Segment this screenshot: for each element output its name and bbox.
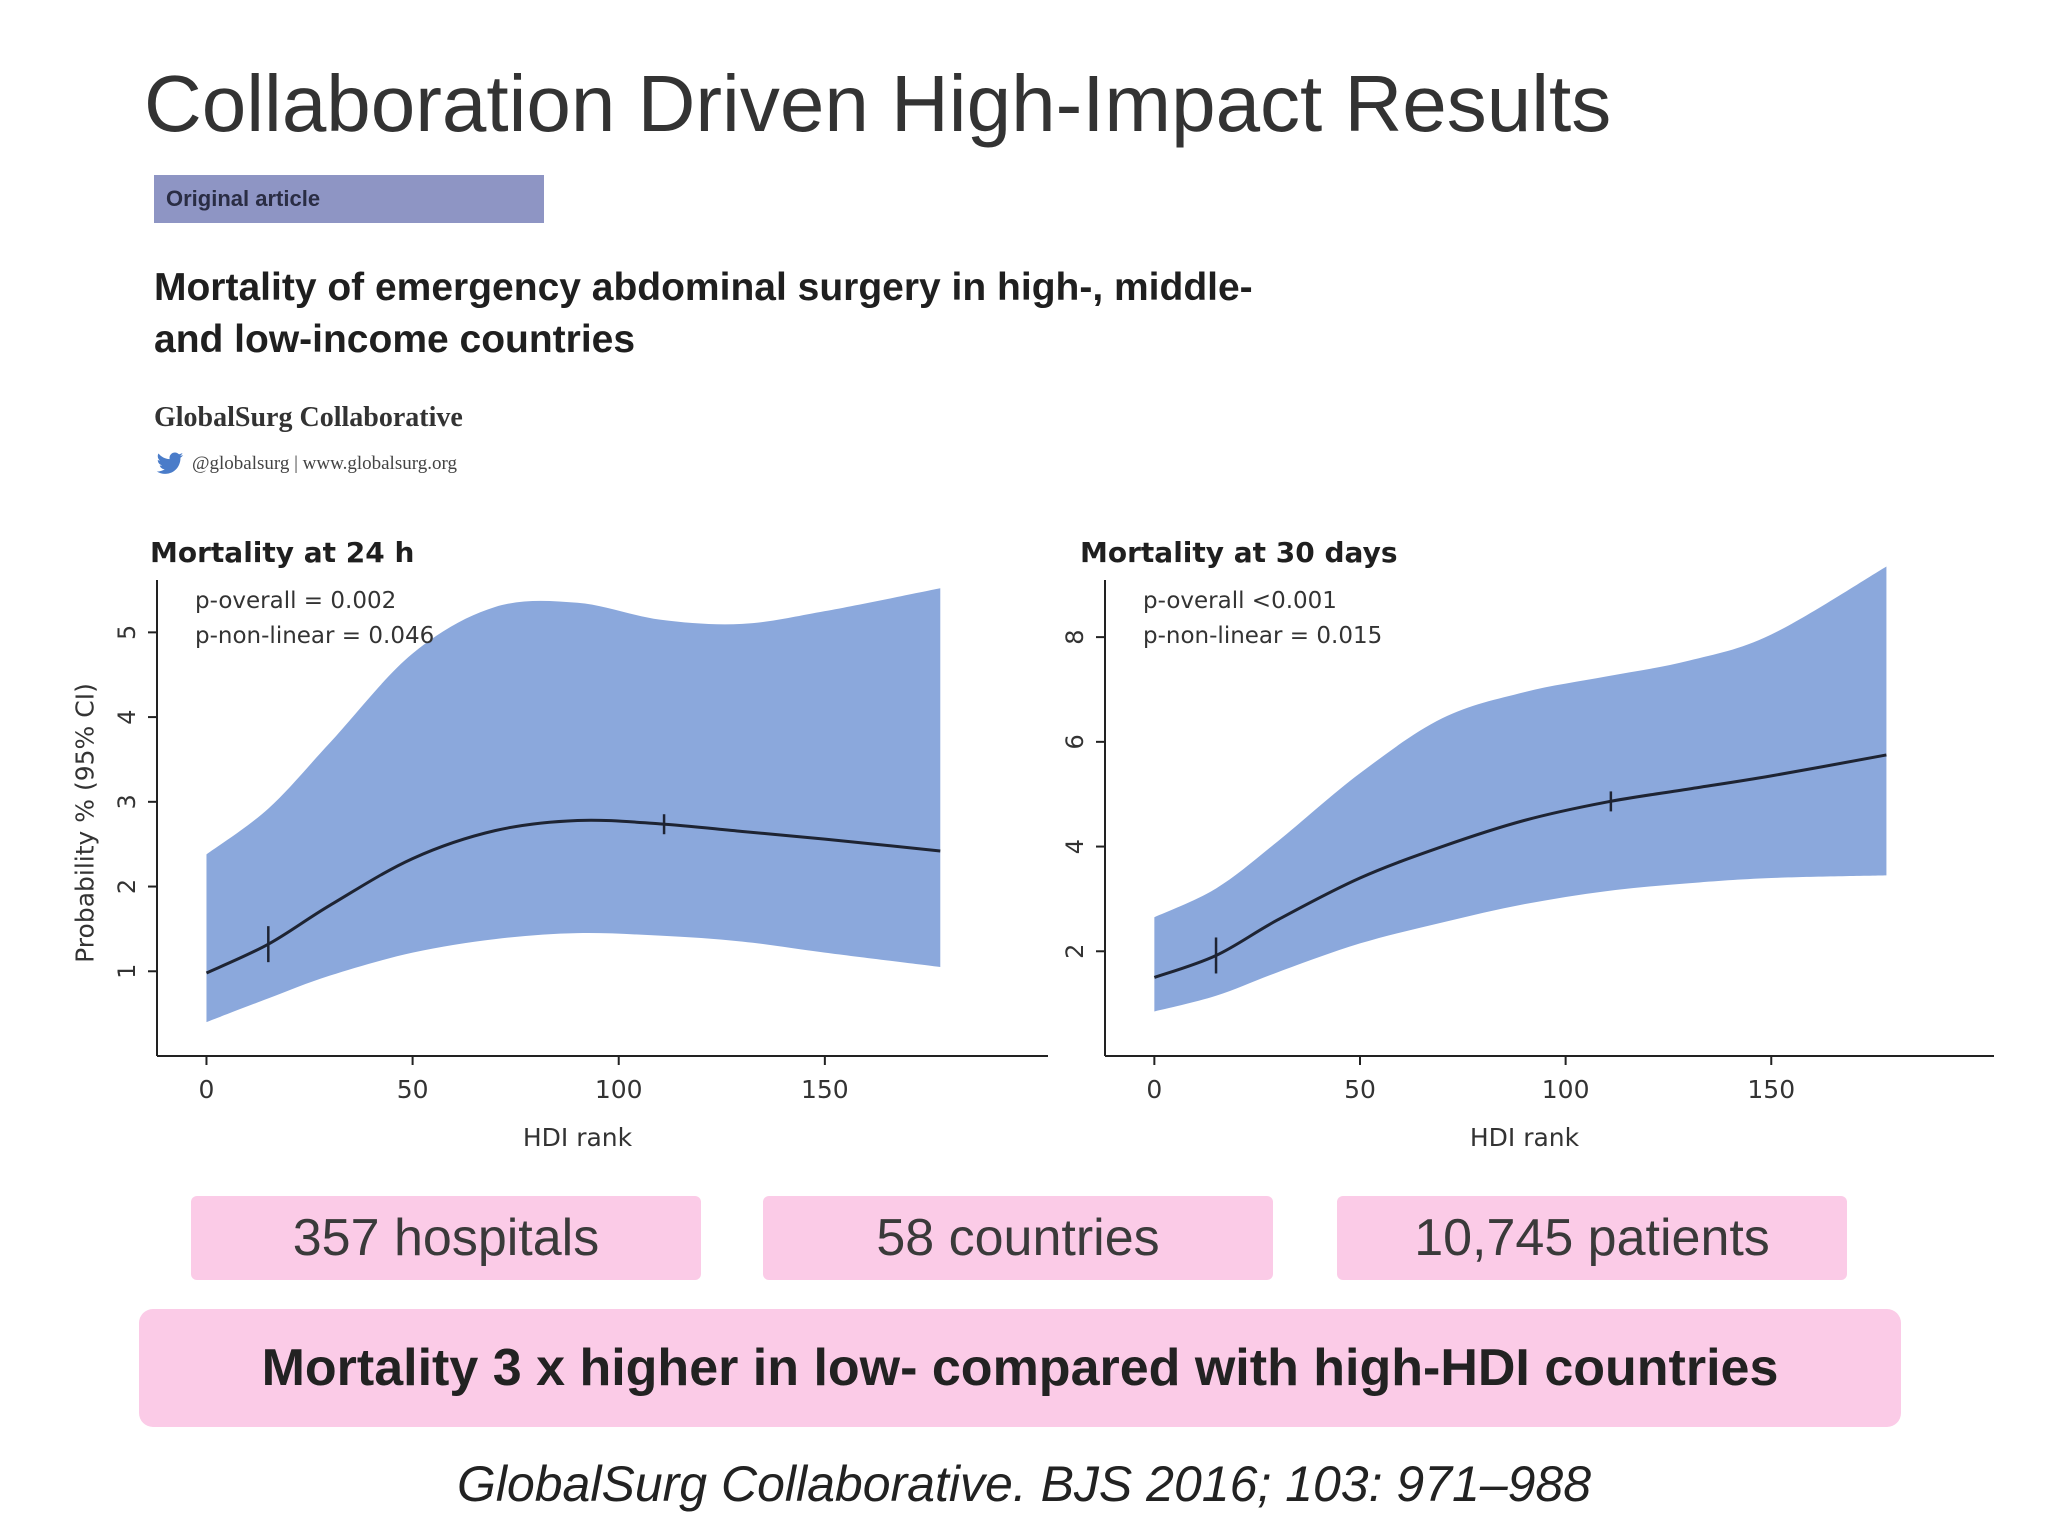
x-axis-label: HDI rank	[523, 1123, 633, 1152]
article-type-badge: Original article	[154, 175, 544, 223]
chart-mortality-30d: Mortality at 30 days 0 50 100 150 2 4 6 8 HDI ran…	[1061, 536, 1994, 1152]
y-tick-label: 1	[113, 964, 141, 979]
y-tick-label: 5	[113, 625, 141, 640]
stat-countries: 58 countries	[763, 1196, 1273, 1280]
y-tick-label: 4	[1061, 839, 1089, 854]
estimate-line	[1153, 753, 1887, 979]
x-tick-label: 100	[595, 1075, 643, 1104]
p-value-annotation: p-non-linear = 0.015	[1143, 623, 1382, 649]
y-tick-label: 3	[113, 794, 141, 809]
chart-mortality-24h: Mortality at 24 h 0 50 100 150 1 2 3 4 5 HDI rank P…	[71, 536, 1048, 1152]
social-handle-text: @globalsurg | www.globalsurg.org	[192, 453, 457, 474]
twitter-bird-icon	[156, 452, 184, 474]
p-value-annotation: p-overall = 0.002	[195, 588, 396, 614]
y-tick-label: 2	[1061, 944, 1089, 959]
confidence-band	[1154, 566, 1887, 1012]
x-tick-label: 150	[801, 1075, 849, 1104]
x-tick-label: 0	[199, 1075, 215, 1104]
x-tick-label: 150	[1747, 1075, 1795, 1104]
stat-hospitals: 357 hospitals	[191, 1196, 701, 1280]
x-tick-label: 0	[1146, 1075, 1162, 1104]
x-tick-label: 50	[1344, 1075, 1376, 1104]
confidence-band	[206, 588, 941, 1023]
slide-title: Collaboration Driven High-Impact Results	[144, 59, 1612, 148]
x-tick-label: 100	[1542, 1075, 1590, 1104]
y-tick-label: 4	[113, 709, 141, 724]
chart-title: Mortality at 24 h	[150, 536, 414, 569]
p-value-annotation: p-overall <0.001	[1143, 588, 1337, 614]
citation: GlobalSurg Collaborative. BJS 2016; 103:…	[456, 1456, 1592, 1512]
article-authors: GlobalSurg Collaborative	[154, 402, 463, 433]
charts-area: Mortality at 24 h 0 50 100 150 1 2 3 4 5 HDI rank P…	[71, 536, 1994, 1152]
chart-title: Mortality at 30 days	[1080, 536, 1398, 569]
x-tick-label: 50	[397, 1075, 429, 1104]
article-title-line-2: and low-income countries	[154, 318, 636, 361]
y-axis-label: Probability % (95% CI)	[71, 683, 100, 963]
y-tick-label: 6	[1061, 734, 1089, 749]
y-tick-label: 8	[1061, 629, 1089, 644]
social-line: @globalsurg | www.globalsurg.org	[154, 452, 457, 476]
article-title-line-1: Mortality of emergency abdominal surgery…	[154, 266, 1253, 309]
p-value-annotation: p-non-linear = 0.046	[195, 623, 434, 649]
article-title: Mortality of emergency abdominal surgery…	[154, 262, 1394, 366]
estimate-line	[205, 818, 941, 975]
x-axis-label: HDI rank	[1470, 1123, 1580, 1152]
stat-patients: 10,745 patients	[1337, 1196, 1847, 1280]
key-finding-banner: Mortality 3 x higher in low- compared wi…	[139, 1309, 1901, 1427]
y-tick-label: 2	[113, 879, 141, 894]
